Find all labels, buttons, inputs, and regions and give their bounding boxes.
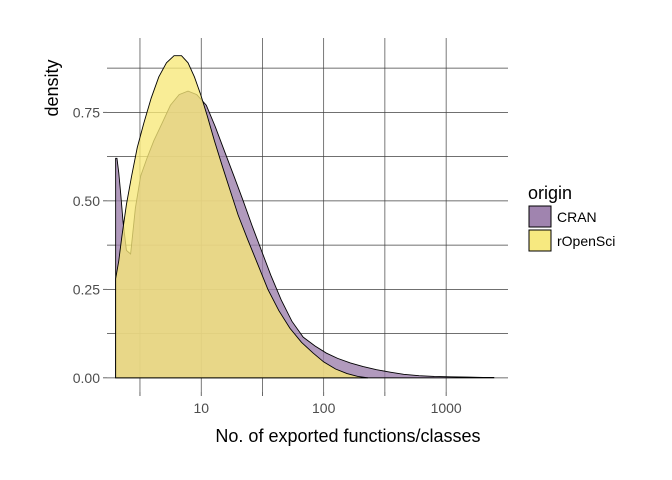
x-tick-label: 100 <box>312 400 336 416</box>
legend-title: origin <box>528 183 572 203</box>
y-tick-label: 0.00 <box>73 370 100 386</box>
x-axis-ticks: 10 100 1000 <box>139 392 462 416</box>
x-tick-label: 10 <box>193 400 209 416</box>
y-tick-label: 0.50 <box>73 193 100 209</box>
y-tick-label: 0.25 <box>73 281 100 297</box>
x-tick-label: 1000 <box>431 400 462 416</box>
legend: origin CRAN rOpenSci <box>528 183 615 252</box>
legend-label-ropensci: rOpenSci <box>557 233 615 249</box>
legend-swatch-ropensci <box>528 229 552 252</box>
x-axis-label: No. of exported functions/classes <box>215 426 480 446</box>
y-tick-label: 0.75 <box>73 104 100 120</box>
y-axis-ticks: 0.00 0.25 0.50 0.75 <box>73 104 107 386</box>
series-areas <box>115 55 495 379</box>
y-axis-label: density <box>42 59 62 116</box>
legend-label-cran: CRAN <box>557 209 597 225</box>
legend-swatch-cran <box>528 205 552 228</box>
density-area-ropensci <box>115 55 369 379</box>
